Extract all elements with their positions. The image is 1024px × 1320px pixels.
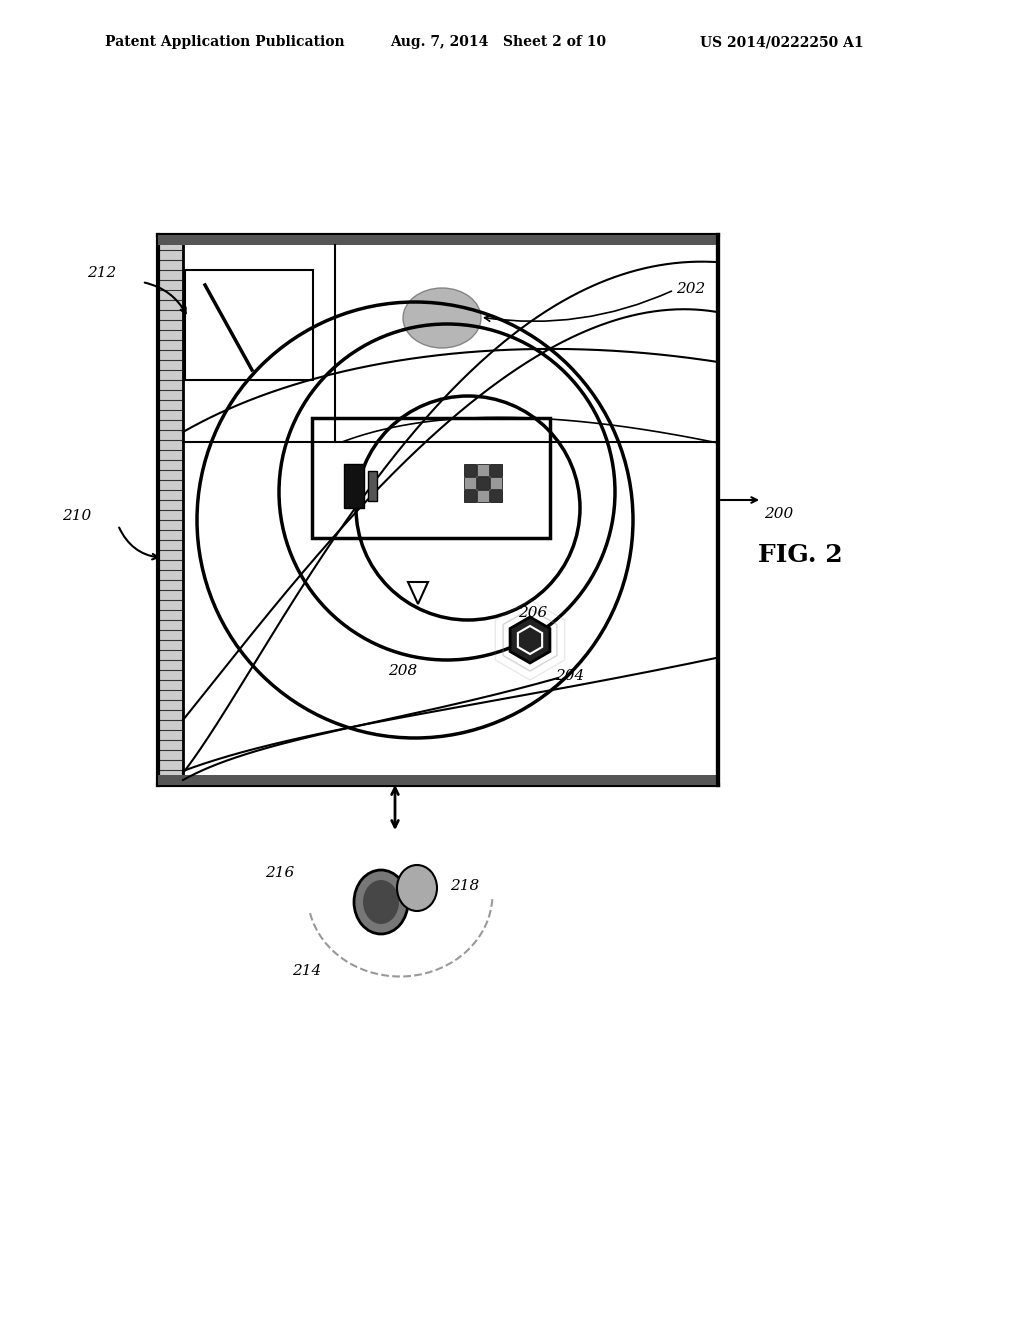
Text: US 2014/0222250 A1: US 2014/0222250 A1 xyxy=(700,36,863,49)
Bar xyxy=(185,271,313,380)
Bar xyxy=(490,490,502,502)
Bar xyxy=(158,235,718,785)
Text: 218: 218 xyxy=(450,879,479,894)
Ellipse shape xyxy=(362,880,399,924)
Bar xyxy=(368,471,377,502)
Text: FIG. 2: FIG. 2 xyxy=(758,543,843,568)
Text: 202: 202 xyxy=(676,282,706,296)
Text: 216: 216 xyxy=(265,866,294,880)
Bar xyxy=(490,477,502,488)
Ellipse shape xyxy=(397,865,437,911)
Text: 212: 212 xyxy=(87,267,117,280)
Text: 210: 210 xyxy=(62,510,91,523)
Text: 208: 208 xyxy=(388,664,417,678)
Ellipse shape xyxy=(354,870,408,935)
Bar xyxy=(158,235,183,785)
Bar xyxy=(464,465,476,477)
Bar xyxy=(477,465,489,477)
Bar xyxy=(490,465,502,477)
Bar xyxy=(464,477,476,488)
Ellipse shape xyxy=(403,288,481,348)
Text: 214: 214 xyxy=(292,964,322,978)
Text: Patent Application Publication: Patent Application Publication xyxy=(105,36,345,49)
Text: 200: 200 xyxy=(764,507,794,521)
Text: Aug. 7, 2014   Sheet 2 of 10: Aug. 7, 2014 Sheet 2 of 10 xyxy=(390,36,606,49)
Bar xyxy=(158,235,718,246)
Bar xyxy=(464,490,476,502)
Bar xyxy=(158,775,718,785)
Bar xyxy=(477,490,489,502)
Bar xyxy=(344,465,364,508)
Text: 204: 204 xyxy=(555,669,585,682)
Text: 206: 206 xyxy=(518,606,547,620)
Bar xyxy=(312,418,550,539)
Bar xyxy=(477,477,489,488)
